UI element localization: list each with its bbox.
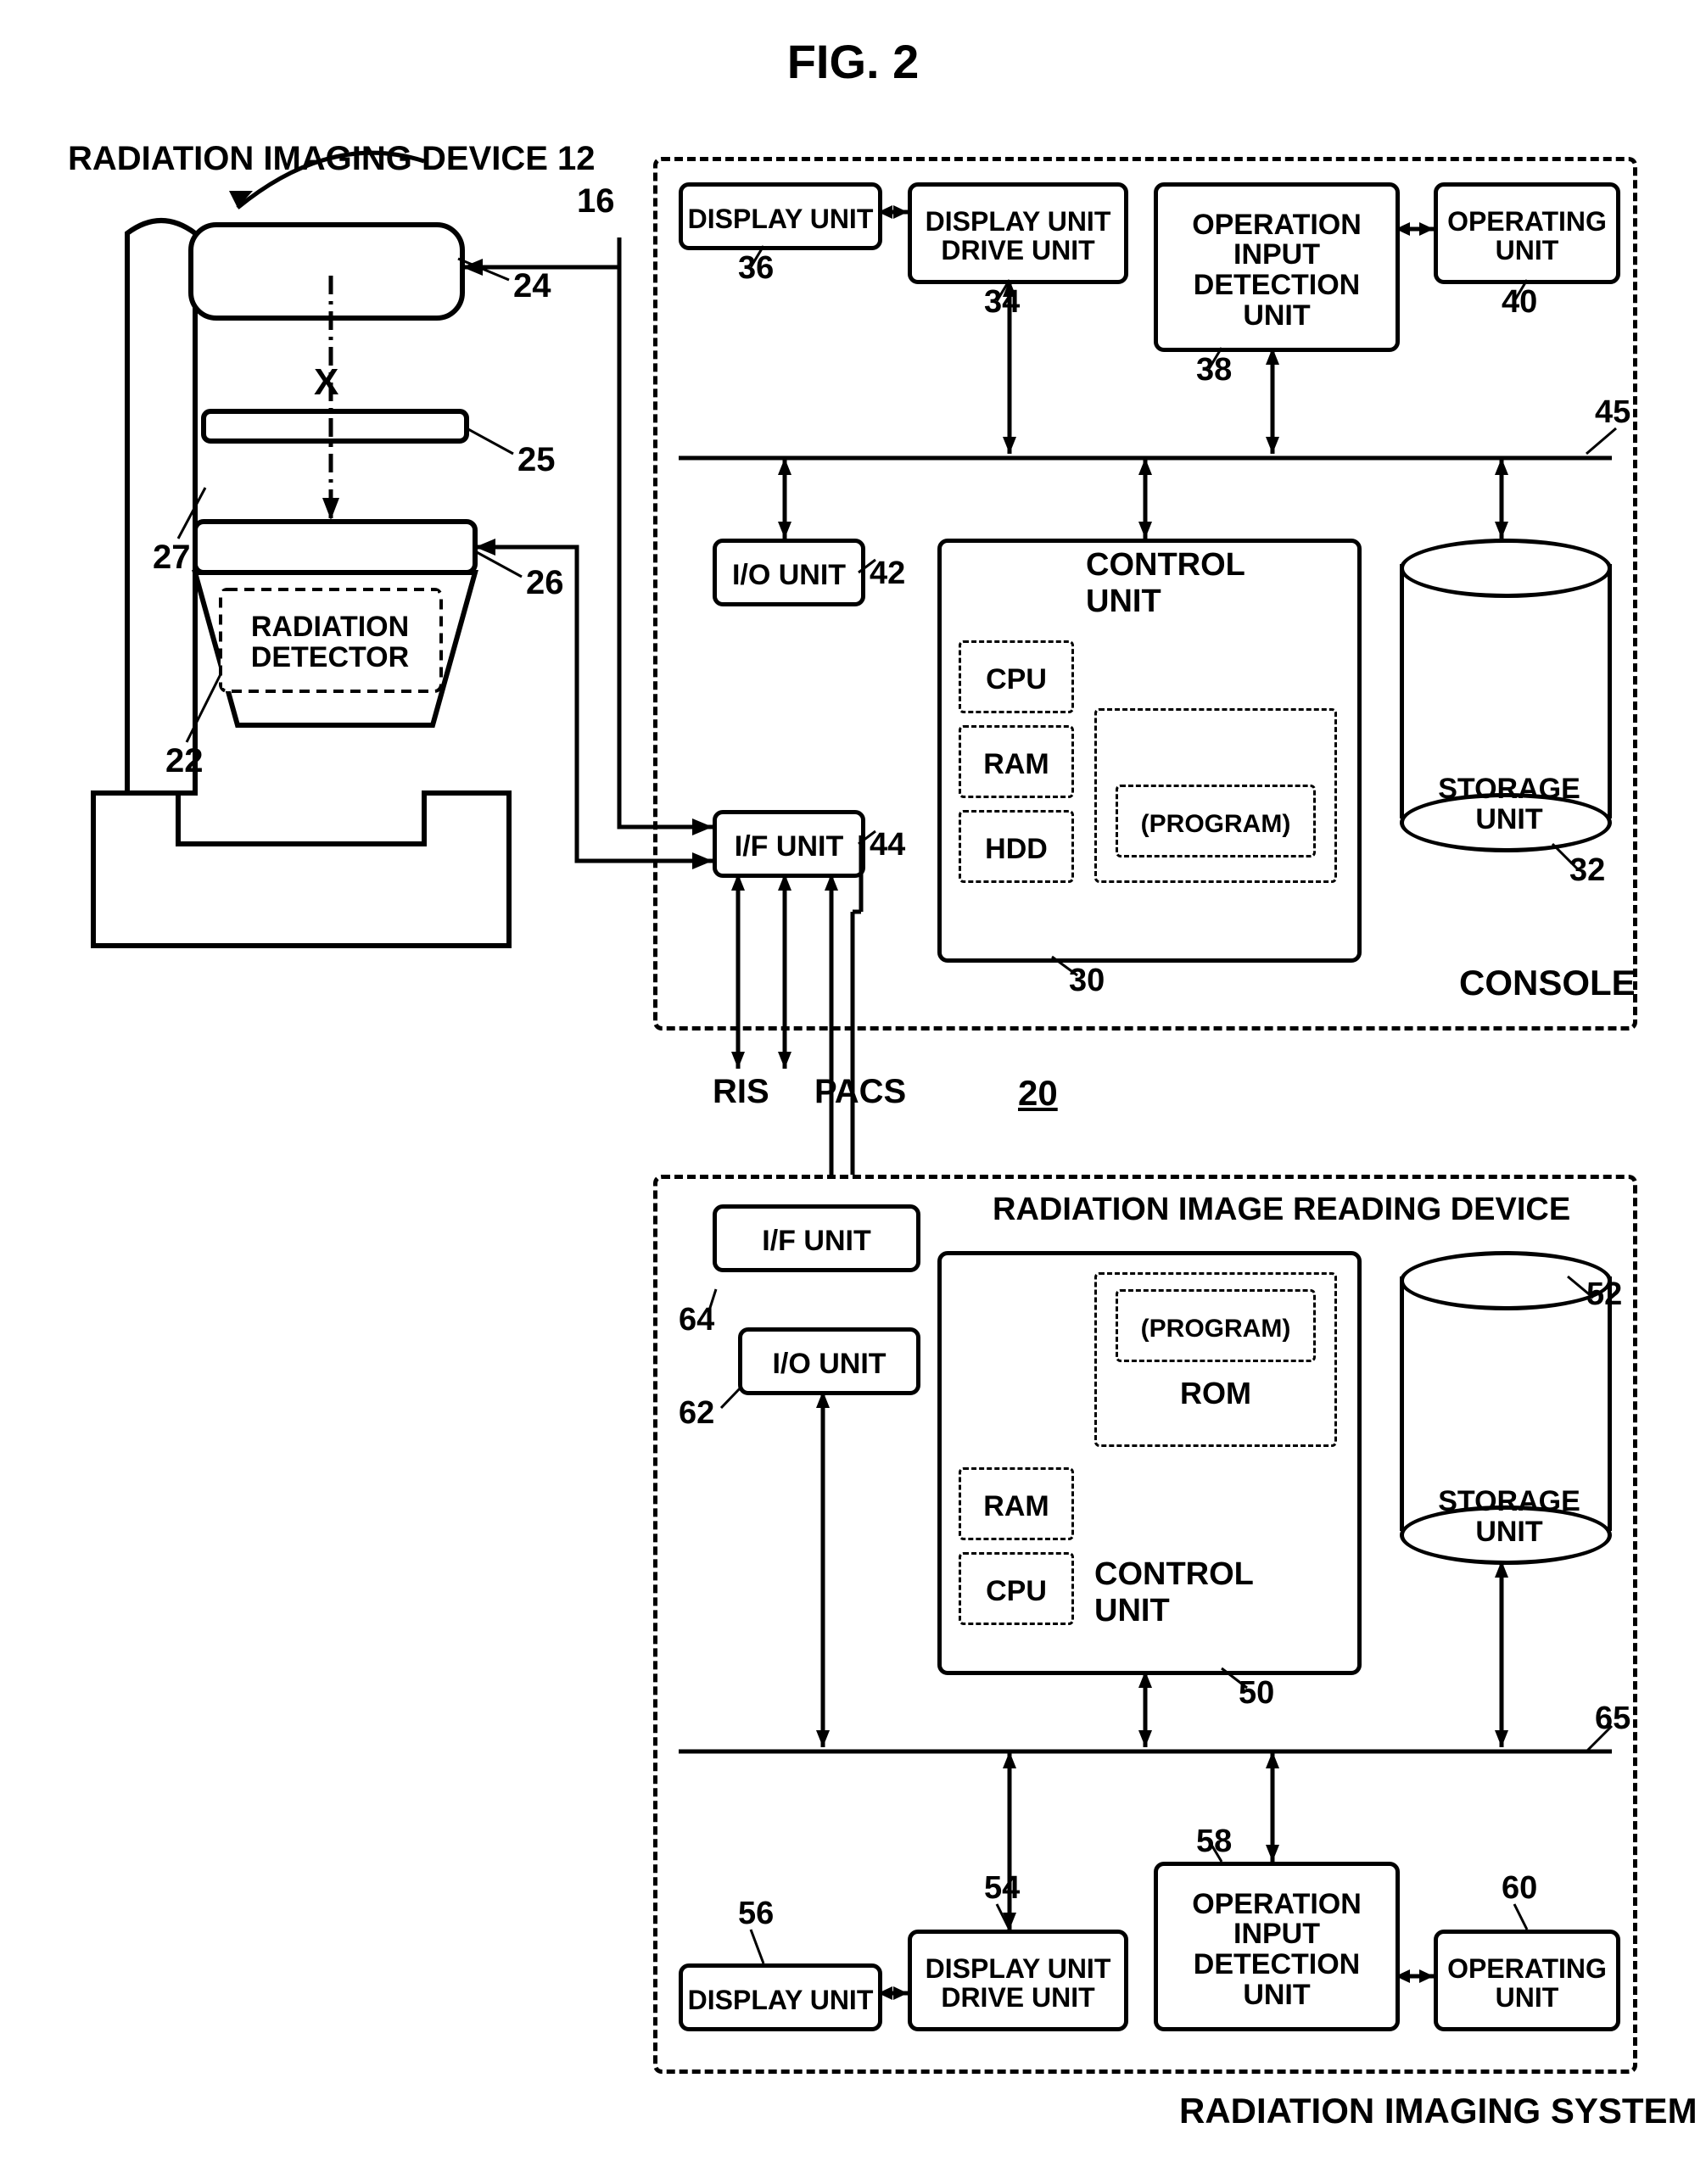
figure-title: FIG. 2	[34, 34, 1672, 89]
diagram-canvas: RADIATION IMAGING DEVICE 12 X 24 25 26	[34, 115, 1663, 2150]
system-label: RADIATION IMAGING SYSTEM 10	[1179, 2091, 1706, 2131]
